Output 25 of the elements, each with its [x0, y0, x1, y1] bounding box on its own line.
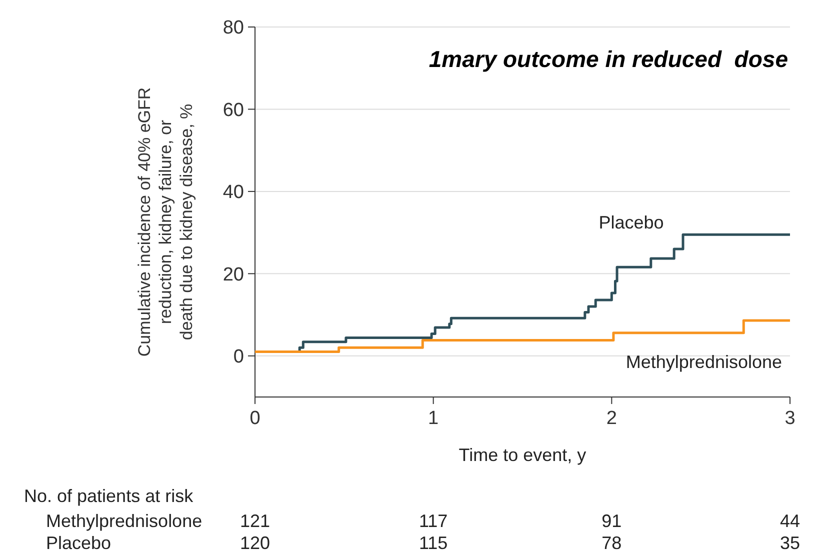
text: 44	[780, 511, 800, 531]
x-axis-title: Time to event, y	[458, 445, 586, 465]
text: 1mary outcome in reduced dose	[428, 46, 788, 72]
y-tick-label: 80	[222, 18, 244, 39]
text: Methylprednisolone	[46, 511, 202, 531]
text: 91	[602, 511, 622, 531]
x-tick-label: 1	[428, 408, 439, 429]
series-label: Placebo	[598, 212, 664, 233]
x-tick-label: 3	[784, 408, 796, 429]
y-tick-label: 20	[222, 264, 244, 286]
text: 35	[780, 533, 800, 551]
y-tick-label: 40	[222, 182, 244, 204]
text: Placebo	[46, 533, 112, 551]
y-axis-title: Cumulative incidence of 40% eGFR reduction, kidney failure, or death due to kidney disease, %	[135, 87, 196, 357]
text: 78	[602, 533, 622, 551]
series-label: Methylprednisolone	[626, 352, 782, 372]
y-tick-label: 60	[222, 100, 244, 121]
y-tick-label: 0	[233, 346, 244, 368]
text: 121	[240, 511, 270, 531]
text: 117	[418, 511, 448, 531]
text: 115	[418, 533, 448, 551]
x-tick-label: 0	[250, 408, 260, 429]
text: 120	[240, 533, 270, 551]
x-tick-label: 2	[606, 408, 617, 429]
text: No. of patients at risk	[24, 486, 194, 506]
